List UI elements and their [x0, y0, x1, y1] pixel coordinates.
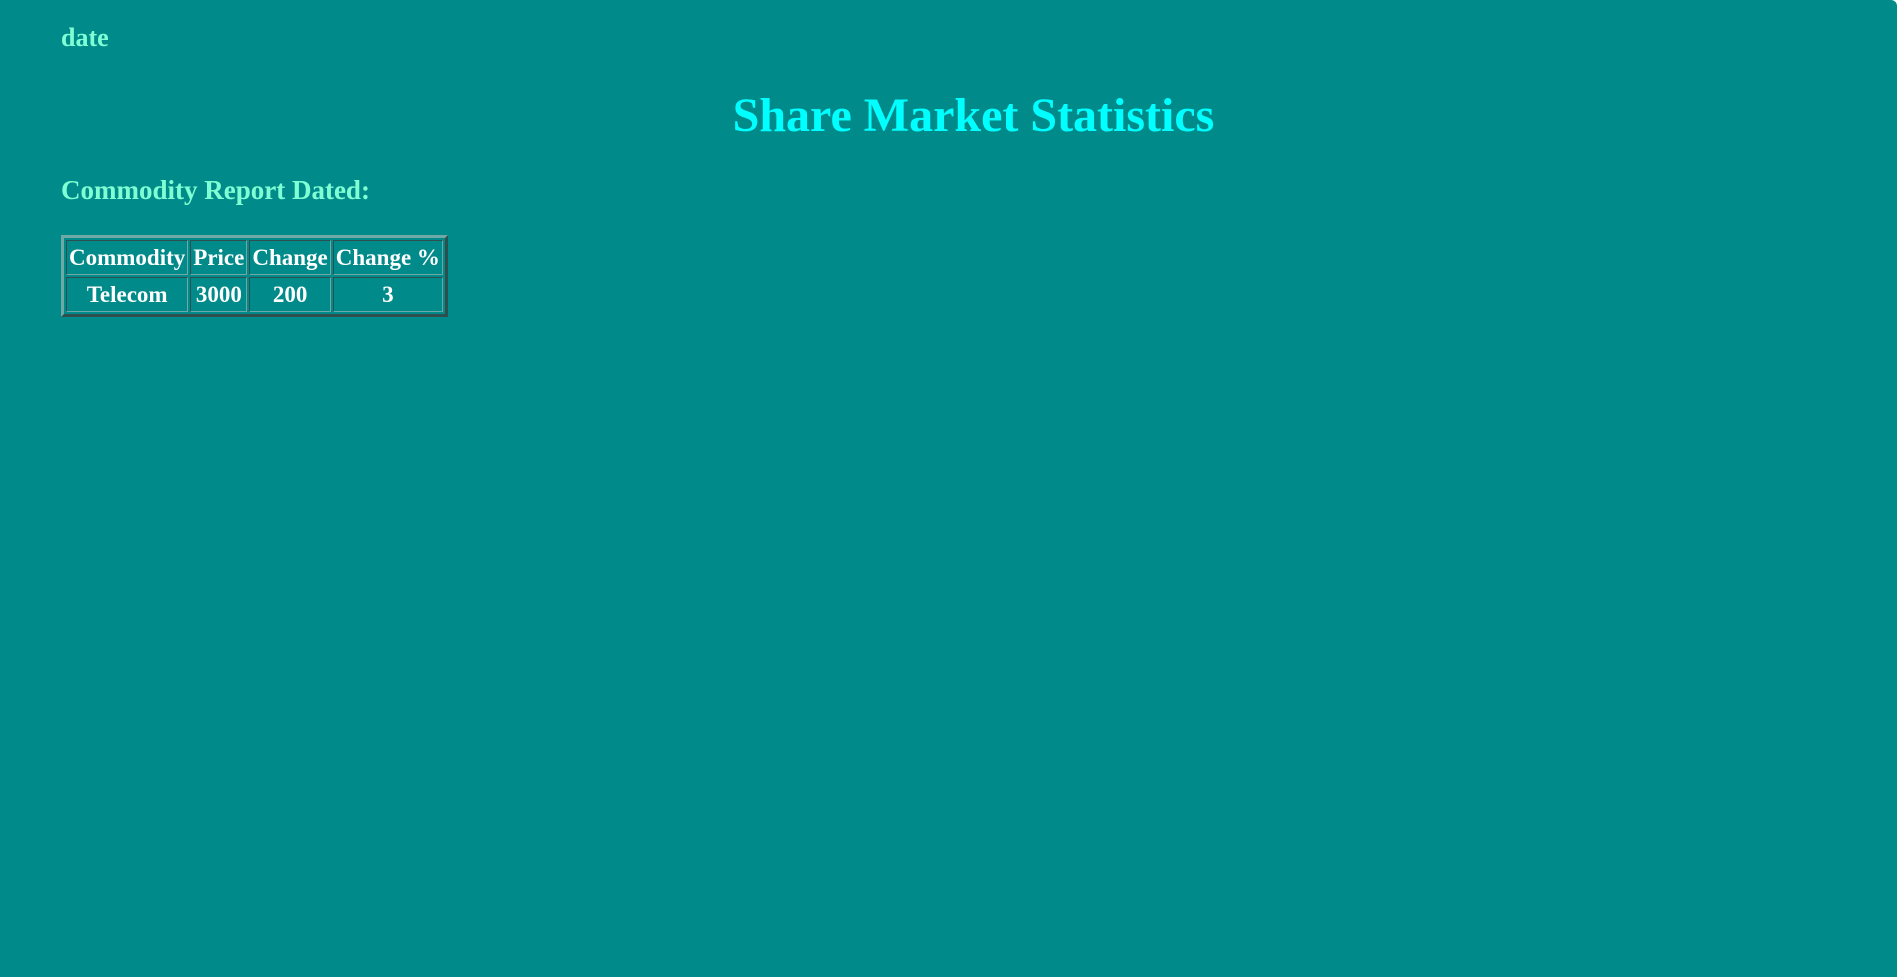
page-title: Share Market Statistics	[732, 89, 1215, 142]
report-heading: Commodity Report Dated:	[61, 173, 376, 207]
table-row: Telecom 3000 200 3	[66, 277, 443, 312]
report-label: Commodity Report Dated:	[61, 175, 370, 205]
cell-commodity: Telecom	[66, 277, 189, 312]
column-header-commodity: Commodity	[66, 240, 189, 275]
column-header-change: Change	[249, 240, 331, 275]
commodity-table: Commodity Price Change Change % Telecom …	[61, 235, 448, 317]
column-header-price: Price	[190, 240, 248, 275]
cell-change-percent: 3	[332, 277, 443, 312]
cell-price: 3000	[190, 277, 248, 312]
cell-change: 200	[249, 277, 331, 312]
date-label: date	[61, 23, 109, 52]
column-header-change-percent: Change %	[332, 240, 443, 275]
table-header-row: Commodity Price Change Change %	[66, 240, 443, 275]
